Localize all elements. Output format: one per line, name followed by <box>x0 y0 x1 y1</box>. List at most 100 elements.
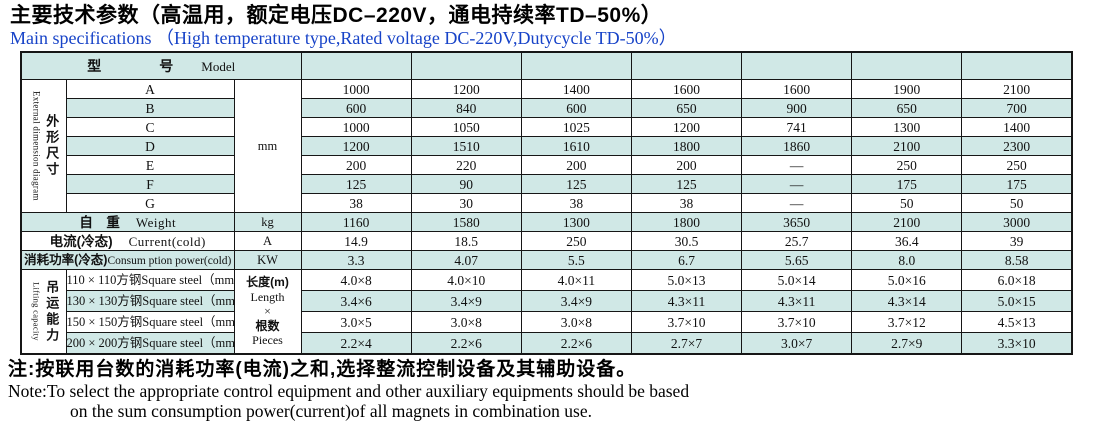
row-label: D <box>65 136 235 156</box>
notes-block: 注:按联用台数的消耗功率(电流)之和,选择整流控制设备及其辅助设备。 Note:… <box>8 359 1098 421</box>
table-cell: 200 <box>300 155 412 175</box>
row-label: E <box>65 155 235 175</box>
model-header-row: 型 号 Model <box>20 51 1073 80</box>
row-label: 200 × 200方钢Square steel（mm） <box>65 332 235 355</box>
table-row: 消耗功率(冷态)Consum ption power(cold) KW 3.3 … <box>20 250 1073 270</box>
table-cell: 2100 <box>961 79 1073 99</box>
model-label-zh2: 号 <box>159 57 174 74</box>
table-cell: 3.0×8 <box>410 311 522 333</box>
table-cell: 4.0×8 <box>300 269 412 291</box>
table-cell: 1300 <box>520 212 632 232</box>
table-cell: 3.4×9 <box>410 290 522 312</box>
weight-unit: kg <box>233 212 302 232</box>
table-cell: 2.2×6 <box>520 332 632 355</box>
table-cell: 5.5 <box>520 250 632 270</box>
table-cell: 650 <box>851 98 963 118</box>
table-cell: 1050 <box>410 117 522 137</box>
table-cell: 5.0×15 <box>961 290 1073 312</box>
table-cell: 2.7×9 <box>851 332 963 355</box>
table-cell: 1600 <box>630 79 743 99</box>
table-cell: 6.7 <box>630 250 743 270</box>
table-cell: — <box>741 193 853 213</box>
power-label-cell: 消耗功率(冷态)Consum ption power(cold) <box>20 250 235 270</box>
table-cell: 5.0×13 <box>630 269 743 291</box>
model-cell-empty <box>300 51 412 80</box>
table-cell: 4.3×14 <box>851 290 963 312</box>
lifting-unit-line: × <box>264 304 271 319</box>
table-cell: 1600 <box>741 79 853 99</box>
table-cell: 3.4×9 <box>520 290 632 312</box>
table-cell: 840 <box>410 98 522 118</box>
table-cell: 4.0×10 <box>410 269 522 291</box>
note-zh: 注:按联用台数的消耗功率(电流)之和,选择整流控制设备及其辅助设备。 <box>8 359 637 380</box>
table-cell: 8.58 <box>961 250 1073 270</box>
table-cell: 1860 <box>741 136 853 156</box>
table-cell: 5.0×16 <box>851 269 963 291</box>
row-label: 130 × 130方钢Square steel（mm） <box>65 290 235 312</box>
table-cell: 2.7×7 <box>630 332 743 355</box>
table-cell: 1400 <box>520 79 632 99</box>
model-header-cell: 型 号 Model <box>20 51 302 80</box>
table-row: F 125 90 125 125 — 175 175 <box>21 174 1073 194</box>
table-cell: 1800 <box>630 212 743 232</box>
lifting-unit-line: 长度(m) <box>246 275 289 290</box>
note-en-line2: on the sum consumption power(current)of … <box>70 401 592 421</box>
table-cell: 3.3 <box>300 250 412 270</box>
table-cell: 250 <box>520 231 632 251</box>
note-en-line1: Note:To select the appropriate control e… <box>8 381 690 401</box>
model-label-en: Model <box>201 58 236 74</box>
row-label: F <box>65 174 235 194</box>
current-label-cell: 电流(冷态) Current(cold) <box>20 231 235 251</box>
table-cell: 3.4×6 <box>300 290 412 312</box>
table-cell: 1000 <box>300 79 412 99</box>
spec-table: 型 号 Model External dimension diagram 外形尺寸 … <box>20 51 1073 355</box>
row-label: A <box>65 79 235 99</box>
table-cell: 50 <box>851 193 963 213</box>
spec-sheet: 主要技术参数（高温用，额定电压DC–220V，通电持续率TD–50%） Main… <box>8 4 1098 421</box>
table-cell: 175 <box>851 174 963 194</box>
weight-label-en: Weight <box>135 214 177 230</box>
table-cell: 90 <box>410 174 522 194</box>
power-label-zh: 消耗功率(冷态) <box>24 252 108 267</box>
lifting-side-label-zh: 吊运能力 <box>44 279 60 344</box>
table-cell: 4.3×11 <box>741 290 853 312</box>
table-row: 150 × 150方钢Square steel（mm） 3.0×5 3.0×8 … <box>21 311 1073 333</box>
table-cell: 1025 <box>520 117 632 137</box>
table-cell: 1900 <box>851 79 963 99</box>
table-cell: 3650 <box>741 212 853 232</box>
table-cell: 250 <box>851 155 963 175</box>
table-cell: 1200 <box>630 117 743 137</box>
table-cell: 2100 <box>851 136 963 156</box>
table-cell: 600 <box>300 98 412 118</box>
table-cell: 14.9 <box>300 231 412 251</box>
table-cell: 38 <box>520 193 632 213</box>
table-cell: 1300 <box>851 117 963 137</box>
table-cell: 650 <box>630 98 743 118</box>
table-cell: 3.7×10 <box>630 311 743 333</box>
current-label-zh: 电流(冷态) <box>49 233 113 249</box>
table-cell: 4.07 <box>410 250 522 270</box>
row-label: 150 × 150方钢Square steel（mm） <box>65 311 235 333</box>
table-cell: 36.4 <box>851 231 963 251</box>
table-cell: 1160 <box>300 212 412 232</box>
lifting-side-label-en: Lifting capacity <box>31 282 42 341</box>
lifting-unit-line: 根数 <box>255 318 280 333</box>
table-cell: 1400 <box>961 117 1073 137</box>
model-cell-empty <box>410 51 522 80</box>
table-cell: — <box>741 174 853 194</box>
table-row: B 600 840 600 650 900 650 700 <box>21 98 1073 118</box>
weight-label-cell: 自 重 Weight <box>20 212 235 232</box>
model-cell-empty <box>520 51 632 80</box>
table-cell: 250 <box>961 155 1073 175</box>
table-cell: 25.7 <box>741 231 853 251</box>
current-label-en: Current(cold) <box>128 233 206 249</box>
lifting-unit-line: Pieces <box>252 333 283 348</box>
table-cell: 600 <box>520 98 632 118</box>
table-row: D 1200 1510 1610 1800 1860 2100 2300 <box>21 136 1073 156</box>
table-row: External dimension diagram 外形尺寸 A mm 100… <box>20 79 1073 213</box>
model-cell-empty <box>961 51 1073 80</box>
model-label-zh1: 型 <box>87 57 102 74</box>
table-cell: 1000 <box>300 117 412 137</box>
lifting-side-cell: Lifting capacity 吊运能力 <box>20 269 67 355</box>
table-cell: 4.5×13 <box>961 311 1073 333</box>
